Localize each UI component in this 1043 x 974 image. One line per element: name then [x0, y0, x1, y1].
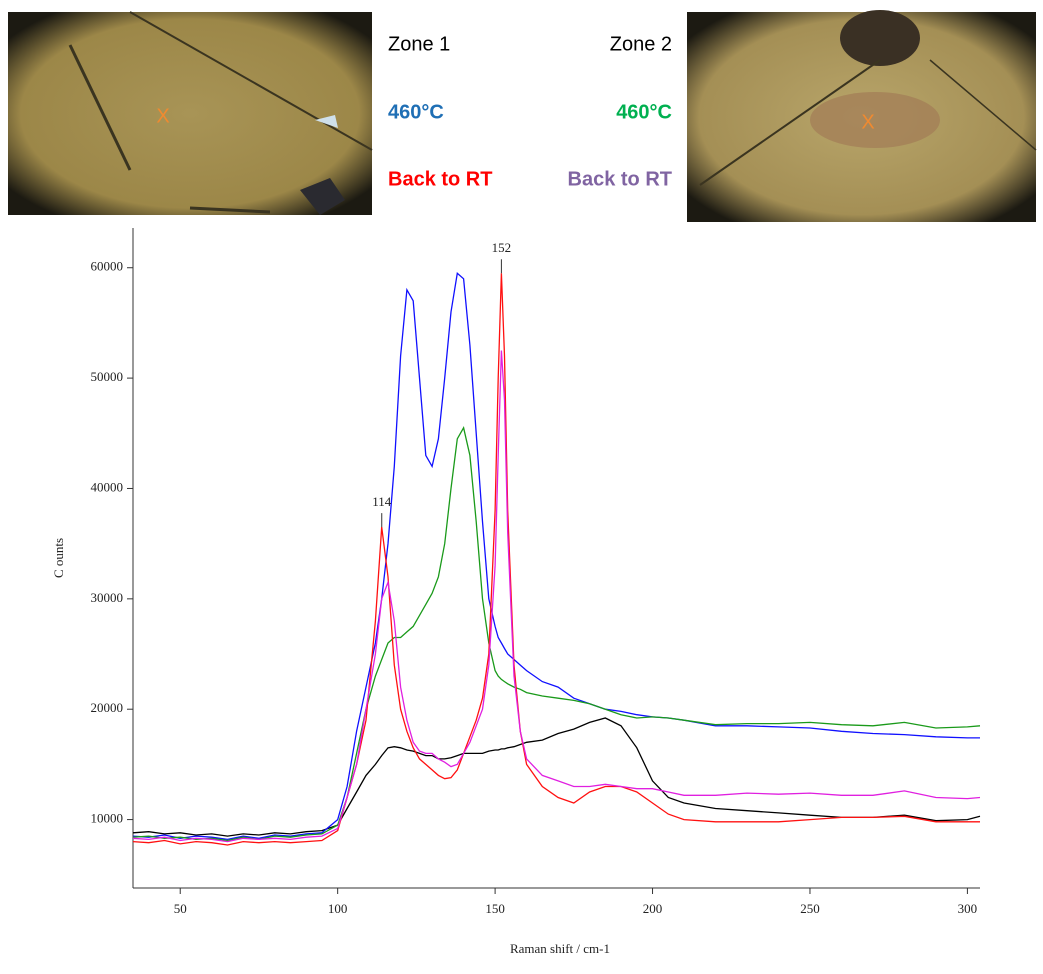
photo-marker: X — [156, 105, 169, 127]
zone-cooled-label: Back to RT — [388, 168, 492, 190]
series-line — [132, 426, 981, 842]
zone-heated-label: 460°C — [388, 101, 444, 123]
series-line — [132, 273, 980, 846]
y-tick-label: 20000 — [91, 700, 124, 715]
series-line — [132, 272, 980, 841]
x-tick-label: 300 — [958, 901, 978, 916]
x-tick-label: 100 — [328, 901, 348, 916]
y-tick-label: 50000 — [91, 369, 124, 384]
zone-heated-label: 460°C — [616, 101, 672, 123]
photo-zone-2: X — [687, 10, 1037, 222]
x-tick-label: 200 — [643, 901, 663, 916]
zone-title: Zone 1 — [388, 33, 450, 55]
y-tick-label: 60000 — [91, 259, 124, 274]
x-tick-label: 150 — [485, 901, 505, 916]
y-axis-label: C ounts — [51, 538, 66, 578]
y-tick-label: 30000 — [91, 590, 124, 605]
annotation: 114 — [372, 494, 392, 509]
series-line — [132, 350, 981, 843]
x-axis-label: Raman shift / cm-1 — [510, 941, 610, 956]
zone-cooled-label: Back to RT — [568, 168, 672, 190]
annotation: 152 — [492, 240, 512, 255]
x-tick-label: 250 — [800, 901, 820, 916]
zone-title: Zone 2 — [610, 33, 672, 55]
y-tick-label: 40000 — [91, 479, 124, 494]
photo-zone-1: X — [8, 11, 373, 215]
photo-marker: X — [861, 111, 874, 133]
series-line — [132, 717, 981, 837]
x-tick-label: 50 — [174, 901, 187, 916]
y-tick-label: 10000 — [91, 811, 124, 826]
